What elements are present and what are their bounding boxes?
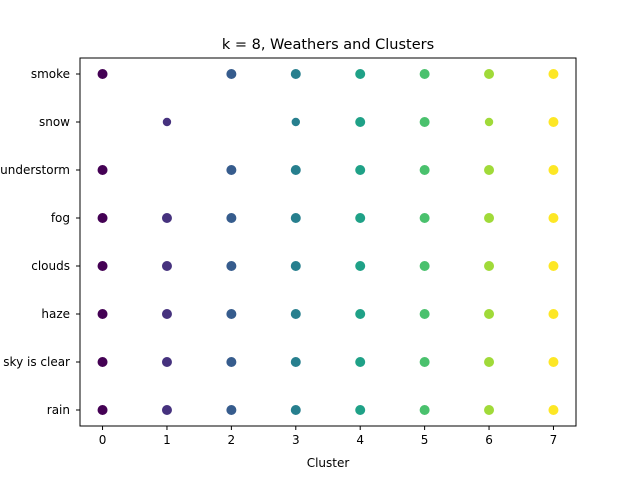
data-point-haze-cluster-5 bbox=[419, 309, 430, 319]
x-tick-label: 0 bbox=[99, 433, 107, 447]
data-point-snow-cluster-4 bbox=[355, 117, 366, 127]
data-point-fog-cluster-5 bbox=[419, 213, 430, 223]
x-tick-label: 5 bbox=[421, 433, 429, 447]
data-point-smoke-cluster-4 bbox=[355, 69, 366, 79]
data-point-sky-is-clear-cluster-1 bbox=[161, 357, 172, 367]
data-point-fog-cluster-4 bbox=[355, 213, 366, 223]
data-point-clouds-cluster-5 bbox=[419, 261, 430, 271]
data-point-fog-cluster-6 bbox=[484, 213, 495, 223]
data-point-thunderstorm-cluster-7 bbox=[548, 165, 559, 175]
x-tick-label: 7 bbox=[550, 433, 558, 447]
data-point-sky-is-clear-cluster-3 bbox=[290, 357, 301, 367]
data-point-fog-cluster-0 bbox=[97, 213, 108, 223]
data-point-thunderstorm-cluster-4 bbox=[355, 165, 366, 175]
data-point-thunderstorm-cluster-3 bbox=[290, 165, 301, 175]
data-point-rain-cluster-2 bbox=[226, 405, 237, 415]
plot-frame bbox=[79, 57, 577, 427]
data-point-snow-cluster-7 bbox=[548, 117, 559, 127]
data-point-haze-cluster-1 bbox=[161, 309, 172, 319]
x-tick-label: 1 bbox=[163, 433, 171, 447]
data-point-rain-cluster-3 bbox=[290, 405, 301, 415]
data-point-haze-cluster-4 bbox=[355, 309, 366, 319]
data-point-rain-cluster-1 bbox=[161, 405, 172, 415]
data-point-haze-cluster-6 bbox=[484, 309, 495, 319]
data-point-smoke-cluster-3 bbox=[290, 69, 301, 79]
data-point-rain-cluster-6 bbox=[484, 405, 495, 415]
data-point-snow-cluster-5 bbox=[419, 117, 430, 127]
data-point-sky-is-clear-cluster-2 bbox=[226, 357, 237, 367]
data-point-rain-cluster-0 bbox=[97, 405, 108, 415]
chart-title: k = 8, Weathers and Clusters bbox=[222, 37, 434, 53]
data-point-sky-is-clear-cluster-0 bbox=[97, 357, 108, 367]
y-tick-label: thunderstorm bbox=[0, 163, 70, 177]
data-point-sky-is-clear-cluster-6 bbox=[484, 357, 495, 367]
data-point-fog-cluster-2 bbox=[226, 213, 237, 223]
data-point-rain-cluster-4 bbox=[355, 405, 366, 415]
data-point-smoke-cluster-7 bbox=[548, 69, 559, 79]
x-tick-label: 6 bbox=[485, 433, 493, 447]
x-tick-label: 3 bbox=[292, 433, 300, 447]
data-point-clouds-cluster-6 bbox=[484, 261, 495, 271]
data-point-clouds-cluster-7 bbox=[548, 261, 559, 271]
y-axis-ticks: rain sky is clear haze clouds fog thunderstor… bbox=[0, 67, 80, 417]
y-tick-label: smoke bbox=[31, 67, 70, 81]
data-point-sky-is-clear-cluster-4 bbox=[355, 357, 366, 367]
data-point-fog-cluster-3 bbox=[290, 213, 301, 223]
data-point-haze-cluster-7 bbox=[548, 309, 559, 319]
data-point-thunderstorm-cluster-2 bbox=[226, 165, 237, 175]
y-tick-label: clouds bbox=[31, 259, 70, 273]
data-point-clouds-cluster-2 bbox=[226, 261, 237, 271]
data-point-clouds-cluster-3 bbox=[290, 261, 301, 271]
data-point-snow-cluster-6 bbox=[484, 117, 494, 127]
data-point-sky-is-clear-cluster-7 bbox=[548, 357, 559, 367]
data-point-smoke-cluster-6 bbox=[484, 69, 495, 79]
data-point-fog-cluster-7 bbox=[548, 213, 559, 223]
data-point-haze-cluster-3 bbox=[290, 309, 301, 319]
data-point-thunderstorm-cluster-6 bbox=[484, 165, 495, 175]
x-tick-label: 4 bbox=[356, 433, 364, 447]
y-tick-label: rain bbox=[47, 403, 70, 417]
data-point-haze-cluster-2 bbox=[226, 309, 237, 319]
data-point-rain-cluster-5 bbox=[419, 405, 430, 415]
data-point-snow-cluster-1 bbox=[162, 117, 172, 127]
data-point-sky-is-clear-cluster-5 bbox=[419, 357, 430, 367]
data-point-rain-cluster-7 bbox=[548, 405, 559, 415]
data-point-thunderstorm-cluster-5 bbox=[419, 165, 430, 175]
data-point-thunderstorm-cluster-0 bbox=[97, 165, 108, 175]
data-point-smoke-cluster-2 bbox=[226, 69, 237, 79]
data-point-clouds-cluster-0 bbox=[97, 261, 108, 271]
y-tick-label: fog bbox=[51, 211, 70, 225]
y-tick-label: haze bbox=[41, 307, 70, 321]
data-point-fog-cluster-1 bbox=[161, 213, 172, 223]
y-tick-label: snow bbox=[39, 115, 70, 129]
data-point-smoke-cluster-5 bbox=[419, 69, 430, 79]
data-point-haze-cluster-0 bbox=[97, 309, 108, 319]
x-axis-ticks: 0 1 2 3 4 5 6 7 bbox=[99, 426, 558, 447]
data-points bbox=[97, 69, 559, 415]
y-tick-label: sky is clear bbox=[3, 355, 70, 369]
data-point-smoke-cluster-0 bbox=[97, 69, 108, 79]
data-point-clouds-cluster-4 bbox=[355, 261, 366, 271]
data-point-clouds-cluster-1 bbox=[161, 261, 172, 271]
data-point-snow-cluster-3 bbox=[291, 117, 300, 127]
x-axis-label: Cluster bbox=[307, 456, 350, 470]
x-tick-label: 2 bbox=[228, 433, 236, 447]
